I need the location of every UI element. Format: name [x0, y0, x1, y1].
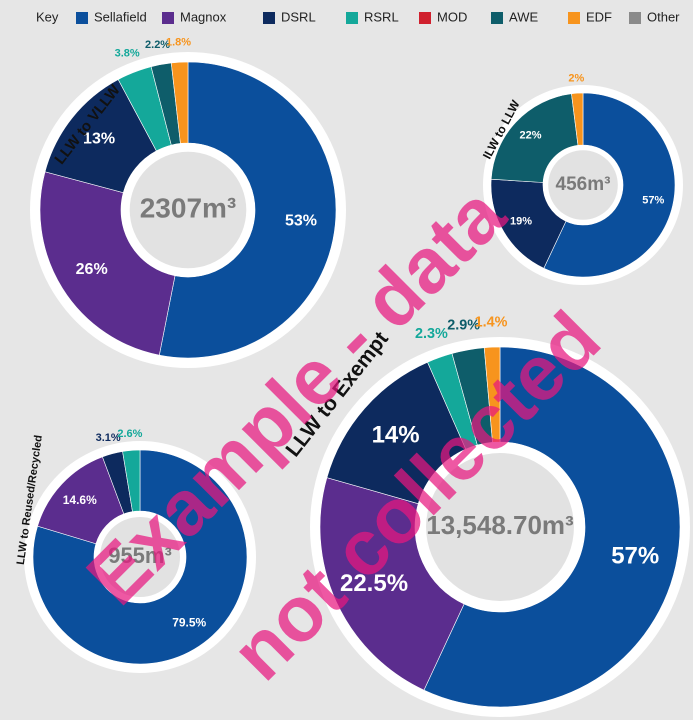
- slice-label: 3.8%: [115, 48, 140, 60]
- slice-label: 22%: [519, 130, 541, 142]
- legend-title: Key: [36, 9, 59, 24]
- center-total: 13,548.70m³: [426, 510, 574, 540]
- slice-label: 57%: [642, 195, 664, 207]
- legend-swatch: [419, 12, 431, 24]
- legend-label: RSRL: [364, 9, 399, 24]
- slice-label: 14.6%: [63, 493, 97, 507]
- slice-label: 2.3%: [415, 326, 448, 342]
- slice-label: 1.8%: [166, 37, 191, 49]
- legend-swatch: [76, 12, 88, 24]
- center-total: 2307m³: [140, 192, 237, 223]
- legend-label: Magnox: [180, 9, 227, 24]
- legend-label: MOD: [437, 9, 467, 24]
- legend-label: EDF: [586, 9, 612, 24]
- legend-swatch: [568, 12, 580, 24]
- center-total: 955m³: [108, 543, 172, 568]
- slice-label: 1.4%: [475, 315, 508, 331]
- slice-label: 2.6%: [117, 428, 142, 440]
- center-disc: [129, 151, 247, 269]
- slice-label: 53%: [285, 212, 317, 229]
- legend-swatch: [491, 12, 503, 24]
- slice-label: 2.9%: [447, 318, 480, 334]
- slice-label: 79.5%: [172, 615, 206, 629]
- slice-label: 3.1%: [96, 432, 121, 444]
- slice-label: 13%: [83, 131, 115, 148]
- center-disc: [426, 453, 574, 601]
- slice-label: 19%: [510, 216, 532, 228]
- slice-label: 14%: [372, 421, 420, 448]
- legend-label: AWE: [509, 9, 538, 24]
- legend-swatch: [162, 12, 174, 24]
- center-disc: [99, 516, 181, 598]
- center-total: 456m³: [556, 174, 611, 195]
- legend-label: Sellafield: [94, 9, 147, 24]
- slice-label: 2%: [568, 73, 584, 85]
- slice-label: 57%: [611, 542, 659, 569]
- legend-swatch: [346, 12, 358, 24]
- center-disc: [548, 150, 618, 220]
- slice-label: 22.5%: [340, 570, 408, 597]
- slice-label: 26%: [76, 261, 108, 278]
- legend-label: DSRL: [281, 9, 316, 24]
- slice-label: 2.2%: [145, 39, 170, 51]
- legend-swatch: [629, 12, 641, 24]
- legend-swatch: [263, 12, 275, 24]
- legend-label: Other: [647, 9, 680, 24]
